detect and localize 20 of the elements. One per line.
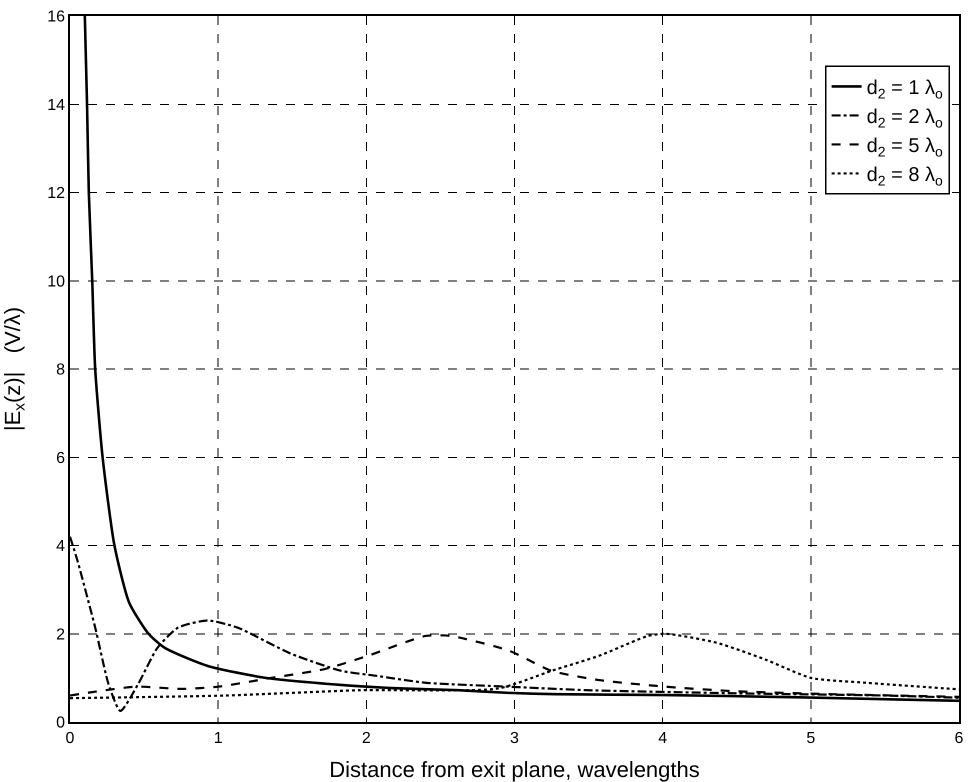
legend-label: d$_{2}$ = 8 λ$_{o}$: [866, 164, 944, 188]
y-tick-label: 8: [56, 362, 66, 379]
legend-label: d$_{2}$ = 5 λ$_{o}$: [866, 135, 944, 160]
x-axis-title: Distance from exit plane, wavelengths: [329, 757, 700, 782]
x-tick-label: 1: [214, 730, 223, 747]
y-tick-label: 12: [47, 185, 66, 202]
y-tick-label: 6: [56, 450, 66, 467]
legend-label: d$_{2}$ = 2 λ$_{o}$: [866, 106, 944, 130]
x-tick-label: 2: [362, 730, 371, 747]
x-tick-label: 4: [658, 730, 668, 747]
x-tick-label: 6: [954, 730, 964, 747]
y-tick-label: 14: [47, 96, 66, 114]
y-tick-label: 2: [56, 626, 66, 644]
y-tick-label: 4: [56, 538, 66, 556]
x-tick-label: 3: [510, 730, 520, 747]
legend-label: d$_{2}$ = 1 λ$_{o}$: [866, 77, 944, 102]
y-tick-label: 10: [47, 273, 66, 290]
x-tick-label: 5: [806, 730, 816, 747]
y-tick-label: 0: [56, 714, 66, 732]
y-tick-label: 16: [47, 8, 66, 26]
